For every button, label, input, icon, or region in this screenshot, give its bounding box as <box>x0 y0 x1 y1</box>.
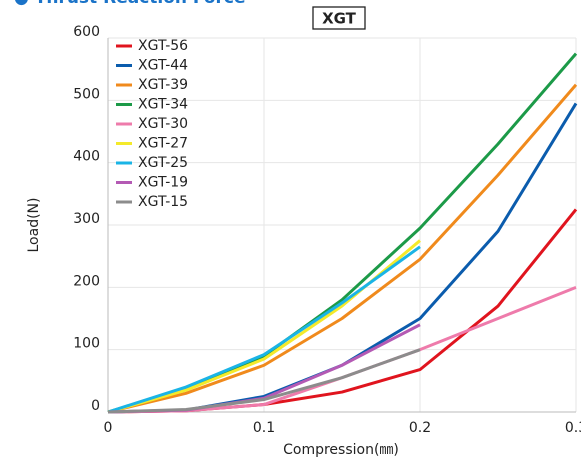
legend-label: XGT-34 <box>138 97 188 113</box>
x-tick-label: 0.1 <box>253 420 275 436</box>
chart-subtitle: XGT <box>322 10 357 28</box>
y-tick-label: 500 <box>73 86 100 102</box>
y-tick-label: 0 <box>91 398 100 414</box>
legend-label: XGT-15 <box>138 194 188 210</box>
series-line <box>107 83 578 414</box>
y-tick-label: 100 <box>73 336 100 352</box>
x-tick-label: 0.3 <box>565 420 581 436</box>
legend-label: XGT-27 <box>138 136 188 152</box>
y-axis-label: Load(N) <box>26 198 42 253</box>
x-tick-label: 0 <box>104 420 113 436</box>
y-tick-label: 200 <box>73 273 100 289</box>
y-tick-label: 400 <box>73 149 100 165</box>
chart-title: ● Thrust Reaction Force <box>14 0 246 8</box>
subtitle-box <box>312 6 366 30</box>
legend-label: XGT-19 <box>138 175 188 191</box>
x-tick-label: 0.2 <box>409 420 431 436</box>
x-axis-label: Compression(㎜) <box>283 442 399 458</box>
series-line <box>107 348 421 414</box>
legend-label: XGT-39 <box>138 77 188 93</box>
legend-label: XGT-25 <box>138 155 188 171</box>
y-tick-label: 600 <box>73 24 100 40</box>
legend-label: XGT-44 <box>138 58 188 74</box>
legend-label: XGT-56 <box>138 38 188 54</box>
y-tick-label: 300 <box>73 211 100 227</box>
series-line <box>107 245 421 414</box>
legend-label: XGT-30 <box>138 116 188 132</box>
